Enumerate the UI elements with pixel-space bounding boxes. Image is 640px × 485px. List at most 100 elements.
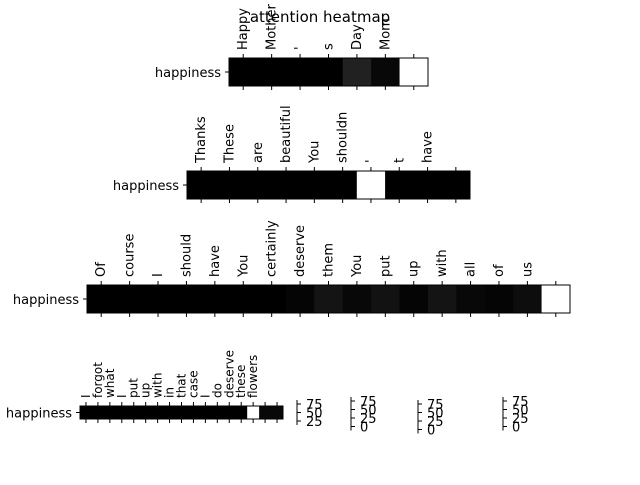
heatmap-cell [200,285,230,313]
token-label: in [163,387,177,398]
token-label: have [421,131,436,163]
heatmap-cell [271,171,301,199]
token-label: course [123,234,138,277]
heatmap-cell [223,406,236,419]
colorbar-tick-label: 0 [512,421,520,436]
token-label: Day [350,24,365,50]
heatmap-cell [187,406,200,419]
heatmap-cell [243,171,273,199]
heatmap-cell [91,406,105,419]
colorbar-tick-label: 75 [360,395,377,410]
heatmap-cell [199,406,212,419]
token-label: I [79,394,93,398]
token-label: with [435,249,450,277]
heatmap-cell [484,285,514,313]
token-label: are [251,142,266,163]
colorbar-tick-label: 75 [512,395,529,410]
heatmap-cell [87,285,116,313]
colorbar-tick-label: 50 [360,404,377,419]
token-label: Mom [378,18,393,50]
token-label: s [322,43,337,50]
token-label: us [520,262,535,277]
heatmap-cell [371,58,400,86]
heatmap-cell [127,406,141,419]
token-label: put [378,255,393,277]
colorbar-tick-label: 0 [427,424,435,439]
heatmap-cell [285,285,315,313]
token-label: have [208,245,223,277]
heatmap-cell [235,406,248,419]
token-label: deserve [222,350,236,398]
heatmap-cell [427,285,457,313]
token-label: shouldn [336,112,351,163]
heatmap-cell [385,171,414,199]
token-label: I [151,273,166,277]
heatmap-cell [80,406,93,419]
heatmap-cell [103,406,117,419]
token-label: with [151,373,165,398]
token-label: up [139,383,153,398]
token-label: flowers [246,355,260,398]
token-label: of [492,264,507,277]
heatmap-cell [285,58,315,86]
token-label: case [186,370,200,398]
heatmap-cell [342,58,372,86]
token-label: I [198,394,212,398]
token-label: what [103,368,117,398]
row-label: happiness [13,293,79,308]
token-label: forgot [91,362,105,398]
token-label: I [115,394,129,398]
token-label: these [234,365,248,398]
token-label: beautiful [279,105,294,163]
heatmap-cell [328,171,358,199]
heatmap-cell [271,406,284,419]
colorbar-tick-label: 50 [306,407,323,422]
heatmap-cell [175,406,188,419]
heatmap-cell [229,285,258,313]
colorbar-tick-label: 50 [512,404,529,419]
row-label: happiness [113,179,179,194]
heatmap-cell [314,285,344,313]
token-label: them [322,243,337,277]
colorbar-tick-label: 25 [512,412,529,427]
token-label: You [236,255,251,278]
token-label: ' [364,159,379,163]
token-label: should [179,234,194,277]
heatmap-cell [300,171,329,199]
heatmap-cell [259,406,272,419]
token-label: Of [94,262,109,277]
colorbar-tick-label: 25 [360,412,377,427]
token-label: all [464,262,479,277]
heatmap-cell [441,171,471,199]
token-label: up [407,261,422,278]
token-label: put [127,378,141,398]
heatmap-cell [172,285,202,313]
token-label: Happy [236,8,251,50]
heatmap-cell [399,285,429,313]
heatmap-cell [139,406,153,419]
heatmap-cell [229,58,258,86]
token-label: ' [293,46,308,50]
heatmap-cell [215,171,244,199]
heatmap-cell [115,406,129,419]
token-label: You [307,141,322,164]
heatmap-row-2: Thanks These are beautiful You shouldn ' t have h… [113,105,471,203]
colorbar-tick-label: 75 [306,398,323,413]
heatmap-cell [115,285,145,313]
colorbar-tick-label: 25 [427,415,444,430]
heatmap-cell [247,406,260,419]
colorbar-tick-label: 25 [306,415,323,430]
token-label: do [210,383,224,398]
heatmap-cell [541,285,571,313]
colorbar-tick-label: 0 [360,421,368,436]
heatmap-cell [151,406,164,419]
heatmap-cell [187,171,216,199]
heatmap-cell [356,171,386,199]
heatmap-cell [513,285,542,313]
token-label: Thanks [194,116,209,164]
